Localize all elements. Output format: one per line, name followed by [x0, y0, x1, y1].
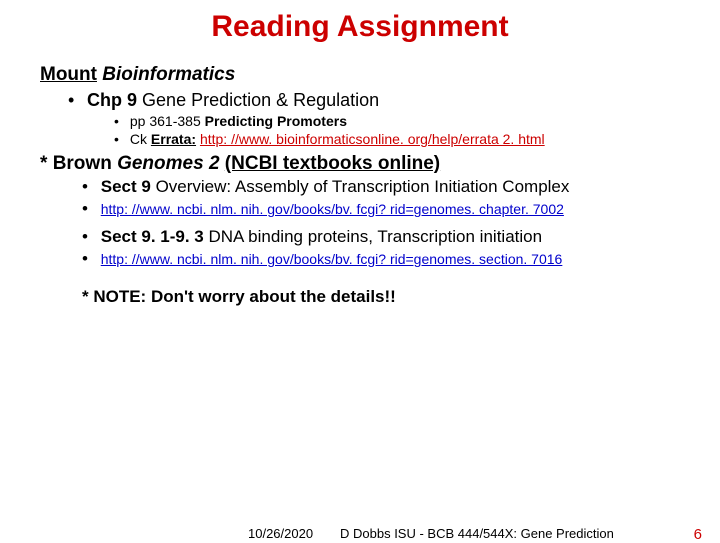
footer-author: D Dobbs ISU - BCB 444/544X: Gene Predict…: [340, 526, 614, 541]
pages-title: Predicting Promoters: [205, 113, 347, 129]
slide-title: Reading Assignment: [0, 0, 720, 44]
sect9-desc: Overview: Assembly of Transcription Init…: [156, 177, 570, 196]
author-brown: Brown: [53, 153, 112, 174]
section2-heading: * Brown Genomes 2 (NCBI textbooks online…: [40, 153, 680, 175]
sect9-label: Sect 9: [101, 177, 151, 196]
sect91-desc: DNA binding proteins, Transcription init…: [208, 227, 542, 246]
chapter-title: Gene Prediction & Regulation: [142, 90, 379, 110]
slide-content: Mount Bioinformatics • Chp 9 Gene Predic…: [0, 44, 720, 307]
section1-pages: • pp 361-385 Predicting Promoters: [114, 113, 680, 129]
author-mount: Mount: [40, 64, 97, 85]
errata-label: Errata:: [151, 131, 196, 147]
bullet-icon: •: [82, 177, 96, 197]
slide: Reading Assignment Mount Bioinformatics …: [0, 0, 720, 540]
footer-date: 10/26/2020: [248, 526, 313, 541]
errata-link[interactable]: http: //www. bioinformaticsonline. org/h…: [200, 131, 545, 147]
star-marker: *: [40, 153, 47, 174]
section2-item1: • Sect 9 Overview: Assembly of Transcrip…: [82, 177, 680, 197]
sect91-label: Sect 9. 1-9. 3: [101, 227, 204, 246]
section1-errata: • Ck Errata: http: //www. bioinformatics…: [114, 131, 680, 147]
note-line: * NOTE: Don't worry about the details!!: [82, 287, 680, 307]
section1-chapter: • Chp 9 Gene Prediction & Regulation: [68, 90, 680, 111]
book-genomes: Genomes 2: [117, 153, 219, 174]
section2-link2-row: • http: //www. ncbi. nlm. nih. gov/books…: [82, 249, 680, 269]
errata-prefix: Ck: [130, 131, 147, 147]
ncbi-link-1[interactable]: http: //www. ncbi. nlm. nih. gov/books/b…: [101, 201, 564, 217]
ncbi-paren: (NCBI textbooks online): [225, 153, 440, 174]
bullet-icon: •: [82, 227, 96, 247]
bullet-icon: •: [82, 199, 96, 219]
chapter-num: Chp 9: [87, 90, 137, 110]
section2-item2: • Sect 9. 1-9. 3 DNA binding proteins, T…: [82, 227, 680, 247]
ncbi-link-2[interactable]: http: //www. ncbi. nlm. nih. gov/books/b…: [101, 251, 563, 267]
book-bioinformatics: Bioinformatics: [102, 64, 235, 85]
section1-heading: Mount Bioinformatics: [40, 64, 680, 86]
bullet-icon: •: [82, 249, 96, 269]
bullet-icon: •: [68, 90, 82, 111]
section2-link1-row: • http: //www. ncbi. nlm. nih. gov/books…: [82, 199, 680, 219]
footer-pagenum: 6: [694, 526, 702, 543]
bullet-icon: •: [114, 113, 126, 129]
pages-range: pp 361-385: [130, 113, 201, 129]
bullet-icon: •: [114, 131, 126, 147]
